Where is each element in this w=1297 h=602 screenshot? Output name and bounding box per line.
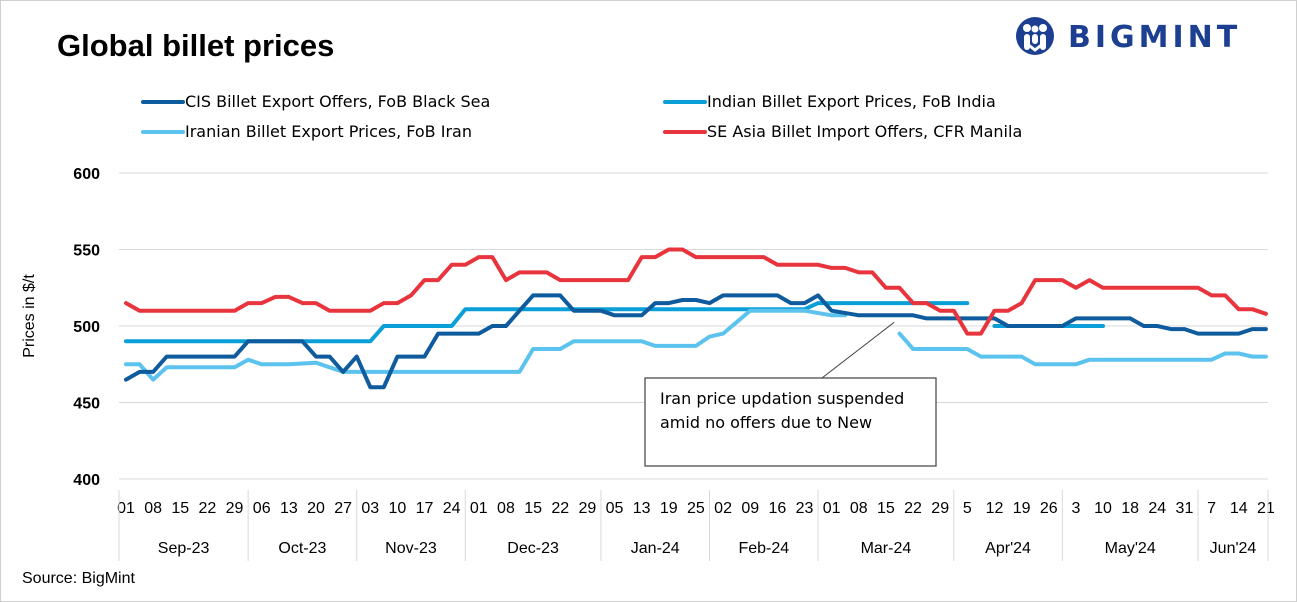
series-line-cis-billet-export-offers-fob-black-sea (124, 293, 1268, 390)
y-tick-label: 550 (73, 243, 100, 260)
y-tick-label: 450 (73, 396, 100, 413)
month-label: Feb-24 (738, 540, 789, 557)
y-axis-label: Prices in $/t (21, 274, 38, 358)
x-tick-label: 13 (280, 500, 298, 517)
x-tick-label: 15 (877, 500, 895, 517)
x-tick-label: 14 (1230, 500, 1248, 517)
x-tick-label: 13 (633, 500, 651, 517)
x-tick-label: 02 (714, 500, 732, 517)
y-tick-label: 400 (73, 472, 100, 489)
bigmint-logo-icon (1016, 17, 1054, 55)
legend-label: Indian Billet Export Prices, FoB India (707, 92, 996, 111)
x-tick-label: 20 (307, 500, 325, 517)
x-tick-label: 3 (1071, 500, 1080, 517)
annotation-text: Iran price updation suspended (660, 389, 904, 408)
month-label: Jan-24 (631, 540, 680, 557)
x-tick-label: 15 (524, 500, 542, 517)
bigmint-logo-text: BIGMINT (1068, 20, 1242, 55)
y-tick-label: 600 (73, 166, 100, 183)
x-tick-label: 24 (1148, 500, 1166, 517)
series-line-se-asia-billet-import-offers-cfr-manila (124, 247, 1268, 336)
x-tick-label: 22 (904, 500, 922, 517)
x-tick-label: 31 (1176, 500, 1194, 517)
legend-label: CIS Billet Export Offers, FoB Black Sea (185, 92, 490, 111)
x-tick-label: 08 (144, 500, 162, 517)
month-label: Sep-23 (158, 540, 210, 557)
month-label: Mar-24 (861, 540, 912, 557)
x-tick-label: 01 (470, 500, 488, 517)
chart-title: Global billet prices (57, 28, 335, 63)
x-tick-label: 10 (1094, 500, 1112, 517)
x-tick-label: 24 (443, 500, 461, 517)
x-tick-label: 17 (416, 500, 434, 517)
x-tick-label: 03 (361, 500, 379, 517)
x-tick-label: 01 (823, 500, 841, 517)
x-tick-label: 08 (497, 500, 515, 517)
month-label: Dec-23 (507, 540, 559, 557)
annotation-text: amid no offers due to New (660, 413, 872, 432)
x-tick-label: 23 (796, 500, 814, 517)
month-label: May'24 (1105, 540, 1156, 557)
source-note: Source: BigMint (22, 570, 135, 587)
month-label: Apr'24 (985, 540, 1031, 557)
x-tick-label: 7 (1207, 500, 1216, 517)
x-tick-label: 19 (660, 500, 678, 517)
x-tick-label: 26 (1040, 500, 1058, 517)
y-tick-label: 500 (73, 319, 100, 336)
series-line-indian-billet-export-prices-fob-india (124, 301, 970, 344)
bigmint-logo (1010, 12, 1260, 62)
x-tick-label: 29 (578, 500, 596, 517)
annotation-box (644, 377, 937, 467)
x-tick-label: 01 (117, 500, 135, 517)
x-tick-label: 12 (986, 500, 1004, 517)
x-tick-label: 06 (253, 500, 271, 517)
x-tick-label: 19 (1013, 500, 1031, 517)
x-tick-label: 29 (931, 500, 949, 517)
month-label: Nov-23 (385, 540, 437, 557)
x-tick-label: 25 (687, 500, 705, 517)
x-tick-label: 22 (551, 500, 569, 517)
x-tick-label: 21 (1257, 500, 1275, 517)
month-label: Oct-23 (278, 540, 326, 557)
series-line-iranian-billet-export-prices-fob-iran (124, 308, 848, 382)
month-label: Jun'24 (1210, 540, 1257, 557)
x-tick-label: 09 (741, 500, 759, 517)
x-tick-label: 10 (389, 500, 407, 517)
series-line-iranian-billet-export-prices-fob-iran (897, 331, 1268, 367)
x-tick-label: 16 (768, 500, 786, 517)
legend-label: Iranian Billet Export Prices, FoB Iran (185, 122, 472, 141)
x-tick-label: 22 (199, 500, 217, 517)
x-tick-label: 08 (850, 500, 868, 517)
x-tick-label: 5 (963, 500, 972, 517)
x-tick-label: 29 (226, 500, 244, 517)
annotation-leader (821, 321, 895, 379)
x-tick-label: 05 (606, 500, 624, 517)
legend-label: SE Asia Billet Import Offers, CFR Manila (707, 122, 1022, 141)
x-tick-label: 15 (171, 500, 189, 517)
x-tick-label: 18 (1121, 500, 1139, 517)
x-tick-label: 27 (334, 500, 352, 517)
